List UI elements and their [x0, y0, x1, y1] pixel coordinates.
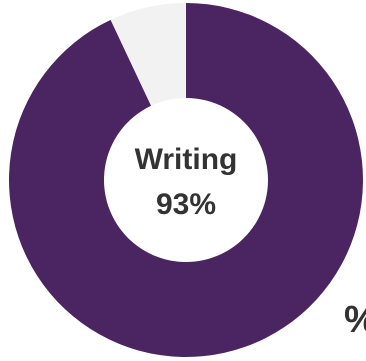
center-label: Writing	[135, 143, 238, 176]
annotation: %	[344, 299, 366, 341]
center-value: 93%	[156, 188, 216, 221]
donut-slice	[110, 2, 186, 106]
donut-slice	[8, 3, 363, 357]
donut	[8, 2, 363, 357]
